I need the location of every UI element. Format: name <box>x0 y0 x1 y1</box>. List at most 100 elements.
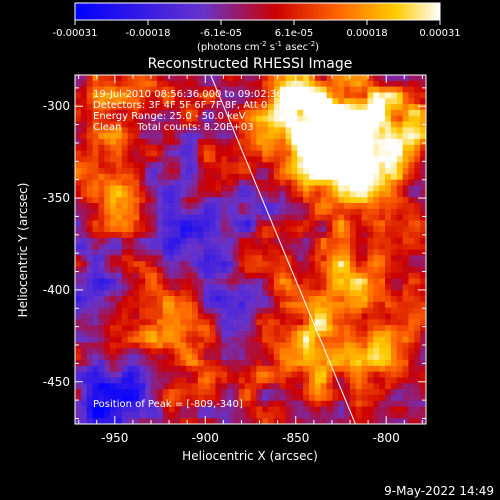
heatmap-cell <box>215 342 222 349</box>
heatmap-cell <box>203 400 211 408</box>
heatmap-cell <box>215 226 222 233</box>
heatmap-cell <box>268 383 275 390</box>
heatmap-cell <box>151 255 158 262</box>
heatmap-cell <box>291 290 298 297</box>
heatmap-cell <box>420 127 426 134</box>
heatmap-cell <box>232 173 240 181</box>
heatmap-cell <box>133 377 140 384</box>
heatmap-cell <box>80 243 88 251</box>
heatmap-cell <box>92 301 99 309</box>
heatmap-cell <box>162 377 170 384</box>
heatmap-cell <box>285 301 293 309</box>
heatmap-cell <box>156 80 164 88</box>
heatmap-cell <box>309 220 316 227</box>
heatmap-cell <box>168 150 176 158</box>
heatmap-cell <box>168 80 176 88</box>
heatmap-cell <box>373 232 380 239</box>
heatmap-cell <box>256 179 263 187</box>
heatmap-cell <box>86 330 94 338</box>
heatmap-cell <box>332 138 339 146</box>
heatmap-cell <box>250 249 257 256</box>
heatmap-cell <box>197 284 205 291</box>
heatmap-cell <box>139 168 146 175</box>
heatmap-cell <box>227 383 234 390</box>
heatmap-cell <box>110 406 117 413</box>
heatmap-cell <box>379 266 386 274</box>
heatmap-cell <box>262 412 269 419</box>
heatmap-cell <box>133 179 140 187</box>
heatmap-cell <box>192 185 199 192</box>
heatmap-cell <box>297 383 304 390</box>
heatmap-cell <box>309 307 316 315</box>
heatmap-cell <box>408 237 415 245</box>
heatmap-cell <box>367 365 374 373</box>
heatmap-cell <box>291 80 298 88</box>
heatmap-cell <box>285 307 293 315</box>
heatmap-cell <box>262 208 269 216</box>
heatmap-cell <box>303 284 310 291</box>
heatmap-cell <box>92 168 99 175</box>
heatmap-cell <box>414 226 421 233</box>
heatmap-cell <box>262 301 269 309</box>
heatmap-cell <box>221 400 228 408</box>
heatmap-cell <box>344 115 351 123</box>
heatmap-cell <box>244 319 252 326</box>
heatmap-cell <box>314 144 322 152</box>
heatmap-cell <box>373 255 380 262</box>
heatmap-cell <box>355 342 363 349</box>
heatmap-cell <box>297 371 304 379</box>
heatmap-cell <box>121 75 129 82</box>
heatmap-cell <box>162 272 170 280</box>
heatmap-cell <box>262 243 269 251</box>
heatmap-cell <box>262 342 269 349</box>
heatmap-cell <box>174 412 181 419</box>
heatmap-cell <box>92 290 99 297</box>
heatmap-cell <box>332 336 339 344</box>
heatmap-cell <box>145 296 152 303</box>
heatmap-cell <box>110 383 117 390</box>
heatmap-cell <box>75 272 82 280</box>
heatmap-cell <box>197 92 205 99</box>
heatmap-cell <box>396 133 404 140</box>
heatmap-cell <box>390 80 398 88</box>
heatmap-cell <box>75 168 82 175</box>
heatmap-cell <box>291 191 298 198</box>
heatmap-cell <box>303 266 310 274</box>
heatmap-cell <box>121 313 129 320</box>
heatmap-cell <box>104 371 111 379</box>
heatmap-cell <box>367 156 374 163</box>
heatmap-cell <box>98 301 105 309</box>
heatmap-cell <box>373 220 380 227</box>
heatmap-cell <box>151 261 158 268</box>
heatmap-cell <box>197 197 205 204</box>
heatmap-cell <box>379 86 386 94</box>
heatmap-cell <box>396 208 404 216</box>
heatmap-cell <box>168 226 176 233</box>
heatmap-cell <box>215 173 222 181</box>
heatmap-cell <box>361 232 369 239</box>
heatmap-cell <box>238 202 246 210</box>
heatmap-cell <box>349 330 357 338</box>
heatmap-cell <box>379 144 386 152</box>
heatmap-cell <box>268 214 275 222</box>
heatmap-cell <box>408 249 415 256</box>
heatmap-cell <box>390 360 398 367</box>
heatmap-cell <box>320 191 328 198</box>
heatmap-cell <box>180 412 187 419</box>
heatmap-cell <box>256 232 263 239</box>
heatmap-cell <box>209 389 216 396</box>
heatmap-cell <box>390 208 398 216</box>
heatmap-cell <box>86 232 94 239</box>
heatmap-cell <box>180 342 187 349</box>
heatmap-cell <box>215 75 222 82</box>
heatmap-cell <box>373 202 380 210</box>
heatmap-cell <box>115 75 123 82</box>
heatmap-cell <box>303 360 310 367</box>
heatmap-cell <box>110 412 117 419</box>
heatmap-cell <box>385 261 392 268</box>
heatmap-cell <box>320 313 328 320</box>
heatmap-cell <box>127 156 135 163</box>
heatmap-cell <box>285 202 293 210</box>
heatmap-cell <box>256 383 263 390</box>
heatmap-cell <box>145 354 152 361</box>
